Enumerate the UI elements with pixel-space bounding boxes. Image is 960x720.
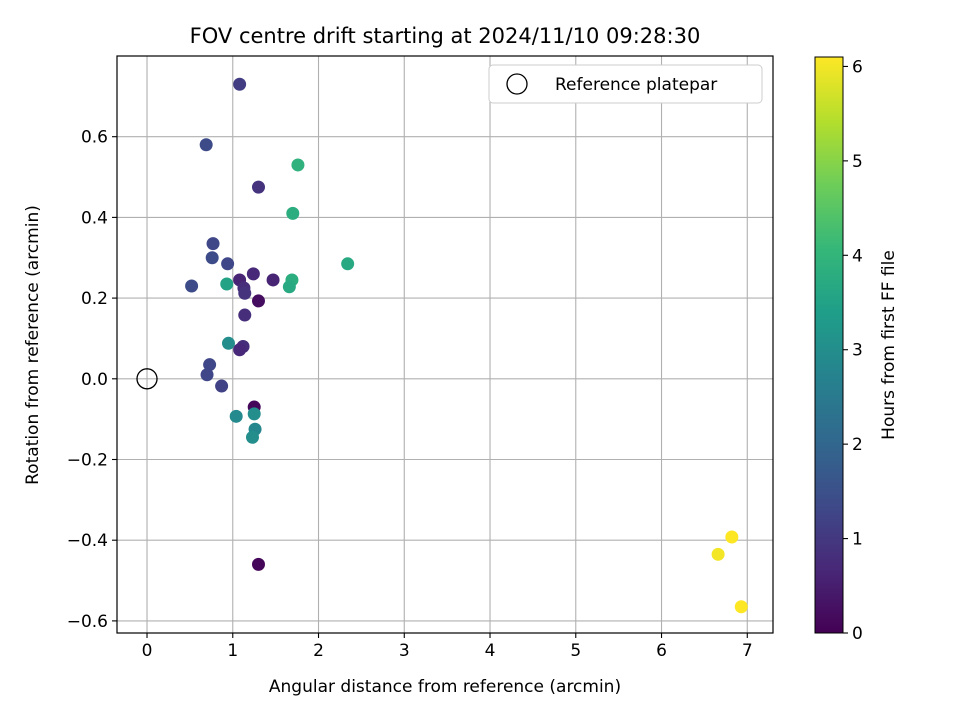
data-point [711, 547, 725, 561]
data-point [251, 557, 265, 571]
data-point [291, 158, 305, 172]
legend-reference-marker [506, 73, 528, 95]
colorbar-label: Hours from first FF file [879, 250, 899, 440]
data-point [220, 277, 234, 291]
y-tick-label: −0.6 [67, 612, 108, 632]
x-tick-label: 6 [656, 641, 667, 661]
data-point [734, 600, 748, 614]
legend-label: Reference platepar [555, 75, 717, 95]
colorbar-tick-label: 3 [852, 341, 863, 361]
colorbar-tick-label: 5 [852, 152, 863, 172]
colorbar-tick-label: 1 [852, 530, 863, 550]
legend-box [488, 64, 763, 104]
colorbar-tick-label: 0 [852, 624, 863, 644]
data-point [203, 358, 217, 372]
y-axis-ticks: −0.6 −0.4 −0.2 0.0 0.2 0.4 0.6 [67, 128, 117, 632]
data-point [238, 286, 252, 300]
data-point [286, 206, 300, 220]
data-point [245, 430, 259, 444]
data-point [199, 138, 213, 152]
x-tick-label: 4 [485, 641, 496, 661]
colorbar: 0 1 2 3 4 5 6 Hours from first FF file [814, 56, 899, 644]
data-point [200, 368, 214, 382]
data-point [251, 180, 265, 194]
x-tick-label: 0 [142, 641, 153, 661]
grid-lines [117, 56, 773, 633]
data-point [205, 251, 219, 265]
colorbar-ticks: 0 1 2 3 4 5 6 [843, 57, 863, 644]
y-tick-label: 0.4 [81, 208, 108, 228]
reference-marker [136, 368, 158, 390]
data-point [247, 407, 261, 421]
y-tick-label: −0.2 [67, 450, 108, 470]
y-axis-label: Rotation from reference (arcmin) [23, 205, 43, 485]
data-point [206, 237, 220, 251]
data-points [136, 77, 748, 614]
legend: Reference platepar [488, 64, 763, 104]
x-tick-label: 5 [570, 641, 581, 661]
data-point [229, 409, 243, 423]
colorbar-tick-label: 4 [852, 246, 863, 266]
data-point [233, 77, 247, 91]
y-tick-label: −0.4 [67, 531, 108, 551]
data-point [233, 343, 247, 357]
y-tick-label: 0.2 [81, 289, 108, 309]
x-tick-label: 3 [399, 641, 410, 661]
data-point [238, 308, 252, 322]
data-point [215, 379, 229, 393]
colorbar-tick-label: 6 [852, 57, 863, 77]
x-axis-ticks: 0 1 2 3 4 5 6 7 [142, 633, 753, 661]
data-point [221, 257, 235, 271]
plot-frame [116, 55, 774, 634]
x-tick-label: 7 [742, 641, 753, 661]
data-point [185, 279, 199, 293]
data-point [246, 267, 260, 281]
data-point [221, 336, 235, 350]
chart-title: FOV centre drift starting at 2024/11/10 … [190, 24, 701, 48]
data-point [251, 294, 265, 308]
colorbar-tick-label: 2 [852, 435, 863, 455]
data-point [725, 530, 739, 544]
x-tick-label: 2 [313, 641, 324, 661]
colorbar-gradient [814, 56, 844, 634]
data-point [341, 257, 355, 271]
x-axis-label: Angular distance from reference (arcmin) [269, 677, 621, 697]
y-tick-label: 0.6 [81, 128, 108, 148]
data-point [282, 280, 296, 294]
y-tick-label: 0.0 [81, 370, 108, 390]
x-tick-label: 1 [227, 641, 238, 661]
data-point [266, 273, 280, 287]
